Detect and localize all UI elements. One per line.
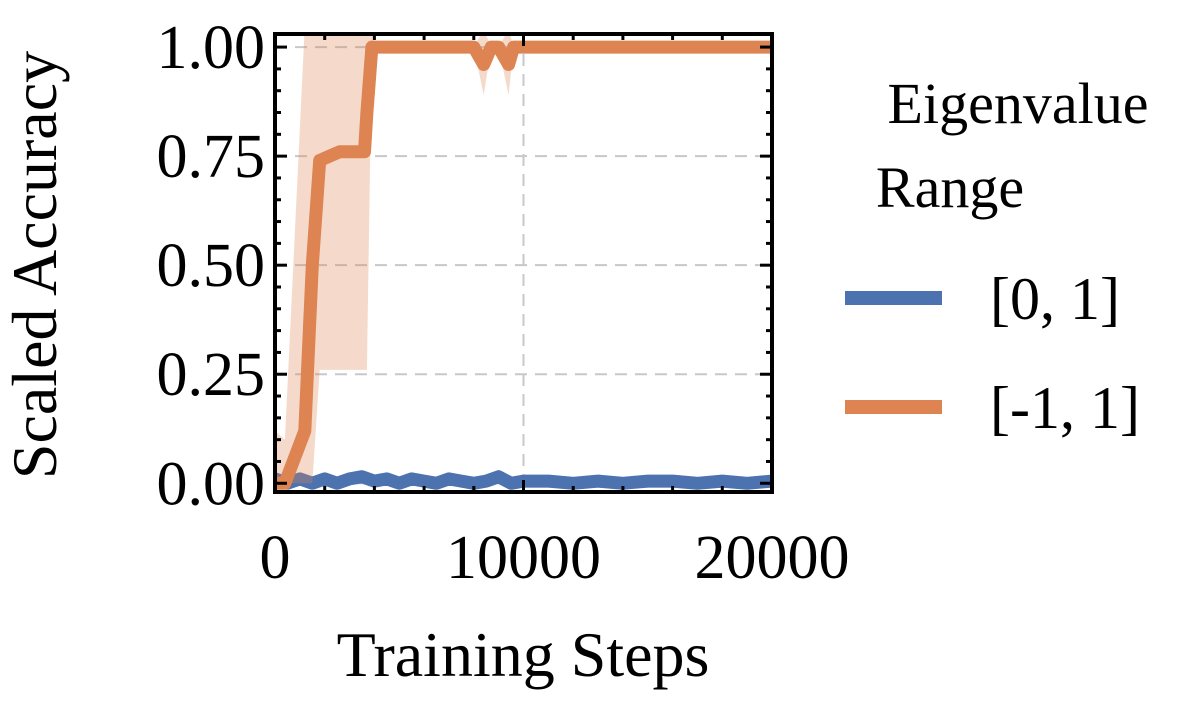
y-tick-label: 0.00 (157, 450, 266, 518)
x-tick-label: 20000 (695, 524, 850, 592)
y-axis-label: Scaled Accuracy (0, 51, 70, 479)
axis-ticks: 0.00 0.25 0.50 0.75 1.00 0 10000 20000 (157, 14, 850, 592)
series-1-line (275, 470, 772, 490)
legend-title-line-1: Eigenvalue (888, 71, 1149, 136)
series-2-band (275, 34, 772, 484)
x-tick-label: 0 (260, 524, 291, 592)
y-tick-label: 0.75 (157, 123, 266, 191)
y-tick-label: 0.25 (157, 341, 266, 409)
legend: Eigenvalue Range [0, 1] [-1, 1] (845, 71, 1148, 441)
y-tick-label: 0.50 (157, 232, 266, 300)
x-axis-label: Training Steps (337, 619, 710, 690)
legend-label-1: [0, 1] (990, 266, 1120, 332)
legend-label-2: [-1, 1] (990, 375, 1140, 441)
plot-series (275, 34, 772, 490)
series-2-line (275, 40, 772, 490)
legend-title-line-2: Range (876, 155, 1024, 220)
y-tick-label: 1.00 (157, 14, 266, 82)
x-tick-label: 10000 (446, 524, 601, 592)
